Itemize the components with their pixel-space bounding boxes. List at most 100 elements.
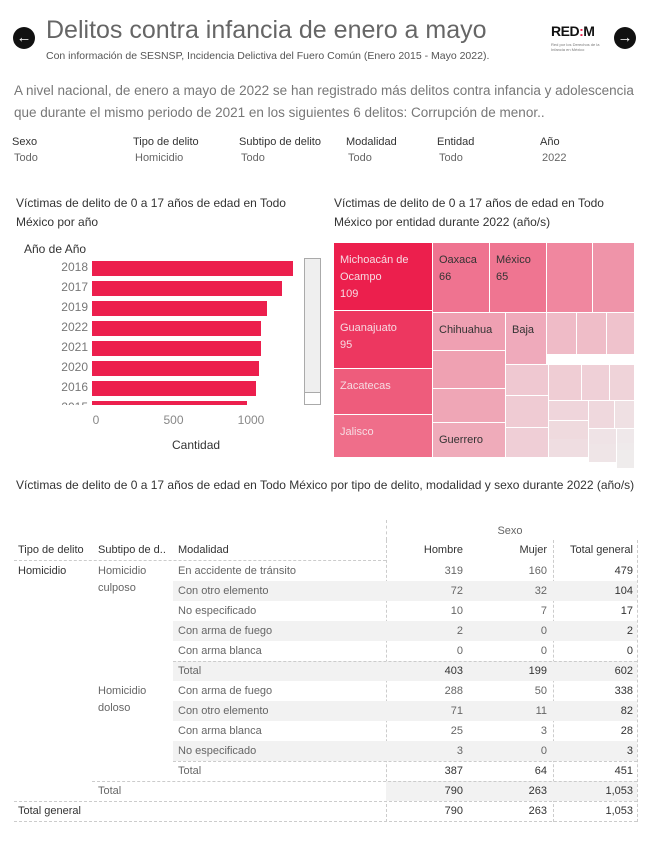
hombre-cell: 72 [450, 585, 463, 597]
total-cell: 3 [626, 745, 633, 757]
x-tick-label: 500 [163, 413, 184, 427]
bar[interactable] [92, 401, 248, 405]
treemap-tile[interactable]: Zacatecas [334, 369, 433, 415]
bar[interactable] [92, 381, 257, 396]
treemap-tile[interactable] [506, 428, 549, 458]
total-cell: 451 [614, 765, 633, 777]
sexo-group-header: Sexo [497, 525, 523, 537]
total-cell: 104 [614, 585, 633, 597]
column-header[interactable]: Mujer [519, 544, 547, 556]
bar[interactable] [92, 341, 262, 356]
treemap-tile[interactable]: Guerrero [433, 423, 506, 458]
subtipo-cell: Total [98, 785, 122, 797]
modalidad-cell: No especificado [178, 745, 257, 757]
page-title: Delitos contra infancia de enero a mayo [46, 16, 487, 44]
subtipo-cell: Homicidio culposo [98, 565, 147, 594]
arrow-right-circle-icon: → [617, 29, 633, 46]
tile-label: Zacatecas [340, 380, 391, 392]
column-header[interactable]: Modalidad [178, 544, 229, 556]
modalidad-cell: No especificado [178, 605, 257, 617]
treemap-tile[interactable]: Guanajuato 95 [334, 311, 433, 369]
bar-category-label: 2019 [61, 300, 88, 314]
bar-category-label: 2017 [61, 280, 88, 294]
bar[interactable] [92, 261, 293, 276]
scrollbar[interactable] [304, 258, 321, 405]
treemap-tile[interactable]: Oaxaca 66 [433, 243, 490, 313]
treemap-tile[interactable]: Michoacán de Ocampo 109 [334, 243, 433, 311]
treemap-tile[interactable] [549, 365, 582, 401]
bar[interactable] [92, 361, 259, 376]
total-cell: 1,053 [605, 785, 633, 797]
treemap-tile[interactable] [547, 243, 593, 313]
mujer-cell: 0 [540, 745, 547, 757]
column-divider [553, 540, 554, 822]
summary-text: A nivel nacional, de enero a mayo de 202… [14, 83, 634, 120]
forward-button[interactable]: → [614, 27, 636, 49]
row-shading [173, 741, 637, 761]
treemap-tile[interactable] [582, 365, 610, 401]
mujer-cell: 0 [540, 625, 547, 637]
back-button[interactable]: ← [13, 27, 35, 49]
bar-category-label: 2015 [48, 400, 88, 405]
mujer-cell: 263 [528, 805, 547, 817]
modalidad-cell: Con otro elemento [178, 585, 269, 597]
filter-dropdown[interactable]: Homicidio [135, 152, 184, 164]
treemap-tile[interactable] [593, 243, 635, 313]
column-header[interactable]: Tipo de delito [18, 544, 84, 556]
treemap-tile[interactable] [506, 365, 549, 396]
row-divider [14, 821, 637, 822]
row-shading [173, 701, 637, 721]
hombre-cell: 0 [456, 645, 463, 657]
treemap-tile[interactable]: Chihuahua [433, 313, 506, 351]
bar-chart-title: Víctimas de delito de 0 a 17 años de eda… [16, 196, 286, 229]
filter-label: Entidad [437, 136, 475, 148]
bar-category-label: 2018 [61, 260, 88, 274]
bar[interactable] [92, 321, 261, 336]
treemap-tile[interactable]: Jalisco [334, 415, 433, 458]
mujer-cell: 199 [528, 665, 547, 677]
bar-category-label: 2022 [61, 320, 88, 334]
treemap-tile[interactable] [547, 313, 577, 355]
filter-dropdown[interactable]: Todo [241, 152, 265, 164]
scrollbar-thumb[interactable] [305, 392, 320, 404]
treemap-tile[interactable]: Baja [506, 313, 547, 365]
tipo-cell: Homicidio [18, 565, 67, 577]
row-shading [386, 781, 637, 801]
treemap-tile[interactable] [577, 313, 607, 355]
filter-dropdown[interactable]: 2022 [542, 152, 567, 164]
column-header[interactable]: Hombre [423, 544, 463, 556]
hombre-cell: 25 [450, 725, 463, 737]
treemap-tile[interactable] [615, 401, 635, 429]
treemap-tile[interactable] [433, 389, 506, 423]
filter-dropdown[interactable]: Todo [439, 152, 463, 164]
column-header[interactable]: Total general [570, 544, 633, 556]
modalidad-cell: Con arma blanca [178, 645, 262, 657]
treemap-tile[interactable] [549, 401, 589, 421]
treemap-tile[interactable] [589, 444, 617, 463]
filter-dropdown[interactable]: Todo [348, 152, 372, 164]
treemap-tile[interactable]: México 65 [490, 243, 547, 313]
modalidad-cell: Con otro elemento [178, 705, 269, 717]
mujer-cell: 64 [534, 765, 547, 777]
treemap-tile[interactable] [589, 401, 615, 429]
bar-chart-y-label: Año de Año [24, 242, 87, 256]
modalidad-cell: Con arma de fuego [178, 625, 273, 637]
filter-dropdown[interactable]: Todo [14, 152, 38, 164]
filter-label: Subtipo de delito [239, 136, 321, 148]
bar[interactable] [92, 281, 283, 296]
treemap-tile[interactable] [549, 421, 589, 440]
filter-label: Tipo de delito [133, 136, 199, 148]
hombre-cell: 387 [444, 765, 463, 777]
bar[interactable] [92, 301, 267, 316]
page-subtitle: Con información de SESNSP, Incidencia De… [46, 50, 490, 62]
treemap-tile[interactable] [607, 313, 635, 355]
treemap-tile[interactable] [506, 396, 549, 428]
treemap-tile[interactable] [617, 450, 635, 469]
treemap-tile[interactable] [610, 365, 635, 401]
treemap-tile[interactable] [433, 351, 506, 389]
column-header[interactable]: Subtipo de d.. [98, 544, 166, 556]
row-divider [92, 781, 637, 782]
column-divider [386, 540, 387, 822]
total-cell: 0 [626, 645, 633, 657]
treemap-tile[interactable] [549, 439, 589, 458]
